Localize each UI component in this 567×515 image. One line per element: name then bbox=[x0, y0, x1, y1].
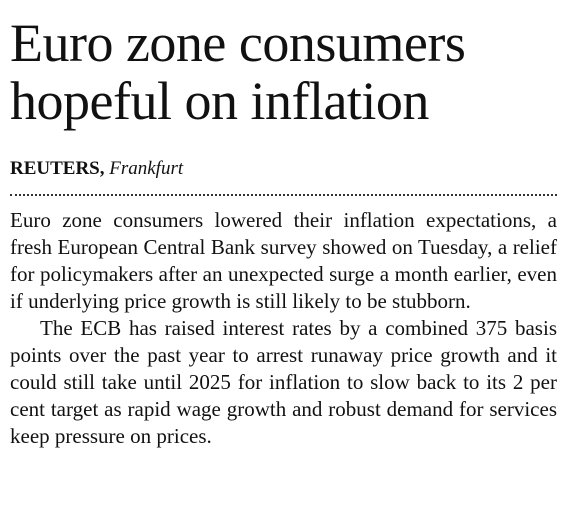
agency: REUTERS, bbox=[10, 158, 105, 179]
headline: Euro zone consumers hopeful on inflation bbox=[10, 13, 466, 131]
paragraph: The ECB has raised interest rates by a c… bbox=[10, 316, 557, 448]
location: Frankfurt bbox=[109, 158, 184, 179]
paragraph: Euro zone consumers lowered their inflat… bbox=[10, 208, 557, 313]
byline: REUTERS, Frankfurt bbox=[10, 158, 183, 180]
dotted-rule bbox=[10, 194, 557, 196]
article-body: Euro zone consumers lowered their inflat… bbox=[10, 207, 557, 450]
